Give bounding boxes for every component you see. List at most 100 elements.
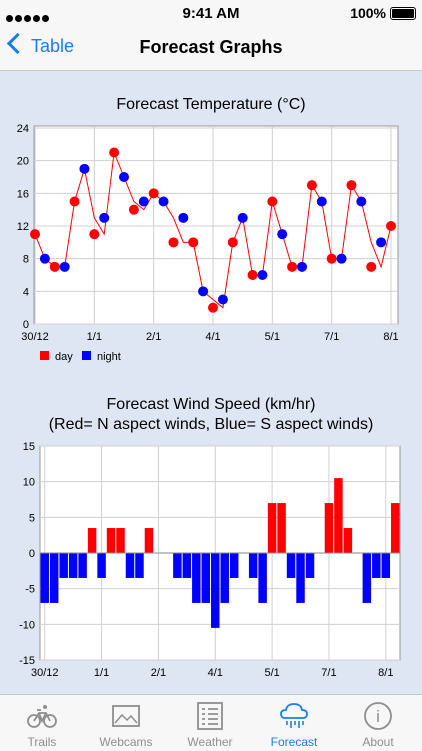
temperature-chart: 0 4 8 12 16 20 24 30/12 1/1 2/1 4/1 5/1 7/1 8/1 day nig… [17,123,399,363]
temp-x-tick-label: 2/1 [146,331,161,343]
wind-bar [362,553,372,603]
image-icon [112,705,140,727]
wind-y-tick-label: 10 [23,477,35,489]
temp-point-day [128,204,139,215]
tab-forecast-label: Forecast [270,735,318,749]
tab-webcams[interactable]: Webcams [84,695,168,751]
temp-x-tick-label: 1/1 [87,331,102,343]
wind-bar [343,528,353,553]
legend-night-swatch [82,351,91,360]
temp-point-night [138,196,149,207]
temp-point-day [267,196,278,207]
temp-plot-area [33,125,399,325]
wind-bar [78,553,87,578]
tab-about[interactable]: i About [336,695,420,751]
temp-y-tick-label: 12 [17,221,29,233]
back-button[interactable]: Table [6,32,75,57]
temp-x-tick-label: 5/1 [265,331,280,343]
bicycle-icon [27,705,57,728]
tab-weather[interactable]: Weather [168,695,252,751]
temp-y-tick-label: 8 [23,254,29,266]
temp-point-day [287,261,298,272]
temp-point-night [316,196,327,207]
temp-y-tick-label: 24 [17,123,29,135]
temp-x-tick-label: 7/1 [324,331,339,343]
temp-x-tick-label: 8/1 [383,331,398,343]
wind-bar [201,553,211,603]
back-button-label: Table [31,36,75,56]
nav-bar: Table Forecast Graphs [0,26,422,71]
temp-y-tick-label: 0 [23,319,29,331]
wind-bar [182,553,192,578]
wind-bar [211,553,220,628]
wind-bar [220,553,229,603]
temp-point-day [306,180,317,191]
status-time: 9:41 AM [182,5,240,22]
wind-bar [116,528,125,553]
wind-bar [87,528,97,553]
legend-night-label: night [97,351,121,363]
wind-bar [258,553,267,603]
wind-bar [334,478,343,553]
tab-about-label: About [362,735,394,749]
wind-bar [144,528,154,553]
temp-point-day [109,147,120,158]
wind-y-tick-label: 5 [29,512,35,524]
temp-point-night [59,261,70,272]
tab-trails[interactable]: Trails [0,695,84,751]
temp-point-night [297,261,307,272]
temp-point-night [158,196,169,207]
tab-trails-label: Trails [27,735,57,749]
wind-bar [391,503,400,553]
temp-point-night [178,212,189,223]
svg-text:i: i [376,707,380,726]
temp-point-night [39,253,50,264]
temp-point-night [336,253,347,264]
temp-point-day [227,237,238,248]
status-bar: 9:41 AM 100% [0,0,422,26]
tab-webcams-label: Webcams [99,735,153,749]
temp-chart-title: Forecast Temperature (°C) [116,96,306,113]
temp-point-night [198,286,209,297]
wind-bar [324,503,334,553]
wind-x-tick-label: 2/1 [151,667,166,679]
wind-bar [106,528,116,553]
wind-bar [305,553,315,578]
wind-bar [277,503,286,553]
list-icon [197,702,223,730]
wind-bar [192,553,201,603]
wind-chart-title: Forecast Wind Speed (km/hr) [106,396,316,413]
temp-point-night [376,237,387,248]
temp-point-day [208,302,218,313]
wind-y-tick-label: 0 [29,548,35,560]
wind-y-tick-label: 15 [23,441,35,453]
temp-point-night [277,229,288,240]
info-icon: i [364,702,392,730]
temp-point-day [386,221,396,231]
temp-y-tick-label: 20 [17,156,29,168]
wind-bar [296,553,305,603]
temp-point-night [356,196,367,207]
temp-x-tick-label: 4/1 [205,331,220,343]
wind-bar [68,553,78,578]
wind-bar [286,553,296,578]
temp-point-night [119,172,129,182]
temp-point-day [346,180,357,191]
wind-bar [248,553,258,578]
wind-x-tick-label: 7/1 [321,667,336,679]
tab-bar: Trails Webcams Weather Forecast i About [0,694,422,751]
tab-forecast[interactable]: Forecast [252,695,336,751]
temp-point-day [69,196,80,207]
wind-bar [49,553,59,603]
temp-point-day [148,188,159,199]
temp-point-day [49,261,60,272]
temp-point-night [237,212,248,223]
temp-point-day [89,229,100,240]
wind-x-tick-label: 8/1 [378,667,393,679]
wind-y-tick-label: -5 [25,584,35,596]
battery-icon [390,7,416,20]
wind-bar [381,553,391,578]
temp-point-day [326,253,337,264]
wind-bar [97,553,106,578]
wind-bar [125,553,135,578]
